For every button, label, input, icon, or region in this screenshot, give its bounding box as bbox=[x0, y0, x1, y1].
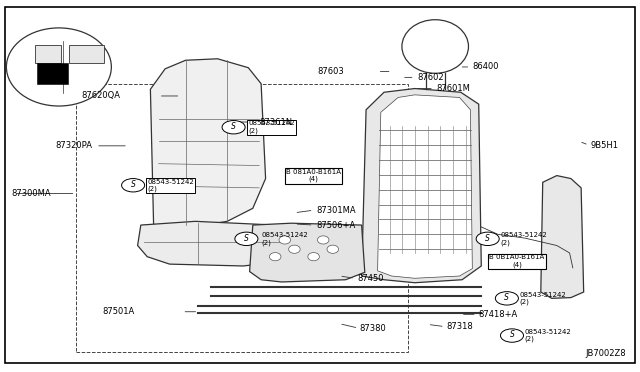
Bar bbox=[76, 84, 408, 352]
Text: 87506+A: 87506+A bbox=[317, 221, 356, 230]
Text: S: S bbox=[504, 293, 509, 302]
Ellipse shape bbox=[269, 253, 281, 261]
Polygon shape bbox=[138, 221, 291, 266]
Text: 87361N: 87361N bbox=[259, 118, 292, 126]
Circle shape bbox=[235, 232, 258, 246]
Text: 08543-51242
(2): 08543-51242 (2) bbox=[525, 329, 572, 342]
Bar bbox=[69, 45, 104, 63]
Circle shape bbox=[222, 121, 245, 134]
Polygon shape bbox=[362, 89, 481, 283]
Text: 87320PA: 87320PA bbox=[56, 141, 93, 150]
Text: B 081A0-B161A
(4): B 081A0-B161A (4) bbox=[286, 169, 341, 182]
Text: 87318: 87318 bbox=[447, 322, 474, 331]
Ellipse shape bbox=[317, 236, 329, 244]
Ellipse shape bbox=[327, 245, 339, 253]
Text: 9B5H1: 9B5H1 bbox=[590, 141, 618, 150]
Text: S: S bbox=[131, 180, 136, 189]
Bar bbox=[35, 45, 61, 63]
Text: 87301MA: 87301MA bbox=[317, 206, 356, 215]
Ellipse shape bbox=[6, 28, 111, 106]
Text: 87620QA: 87620QA bbox=[81, 92, 120, 100]
Polygon shape bbox=[378, 95, 472, 278]
Ellipse shape bbox=[289, 245, 300, 253]
Polygon shape bbox=[150, 59, 266, 227]
Text: 87602: 87602 bbox=[417, 73, 444, 82]
Bar bbox=[37, 63, 68, 84]
Polygon shape bbox=[541, 176, 584, 298]
Text: 86400: 86400 bbox=[472, 62, 499, 71]
Text: B 0B1A0-B161A
(4): B 0B1A0-B161A (4) bbox=[490, 254, 545, 268]
Text: JB7002Z8: JB7002Z8 bbox=[586, 349, 626, 358]
Ellipse shape bbox=[279, 236, 291, 244]
Text: 87603: 87603 bbox=[317, 67, 344, 76]
Text: 87501A: 87501A bbox=[102, 307, 134, 316]
Text: 87380: 87380 bbox=[360, 324, 387, 333]
Text: 87450: 87450 bbox=[357, 274, 383, 283]
Circle shape bbox=[122, 179, 145, 192]
Text: 87300MA: 87300MA bbox=[12, 189, 51, 198]
Text: 08543-51242
(2): 08543-51242 (2) bbox=[248, 121, 295, 134]
Polygon shape bbox=[250, 223, 365, 282]
Text: 08543-51242
(2): 08543-51242 (2) bbox=[147, 179, 194, 192]
Circle shape bbox=[500, 329, 524, 342]
Text: 08543-51242
(2): 08543-51242 (2) bbox=[261, 232, 308, 246]
Text: S: S bbox=[485, 234, 490, 243]
Text: 87601M: 87601M bbox=[436, 84, 470, 93]
Text: 08543-51242
(2): 08543-51242 (2) bbox=[500, 232, 547, 246]
Circle shape bbox=[476, 232, 499, 246]
Text: 87418+A: 87418+A bbox=[479, 310, 518, 319]
Circle shape bbox=[495, 292, 518, 305]
Text: S: S bbox=[244, 234, 249, 243]
Text: S: S bbox=[509, 330, 515, 339]
Ellipse shape bbox=[402, 20, 468, 73]
Text: 08543-51242
(2): 08543-51242 (2) bbox=[520, 292, 566, 305]
Text: S: S bbox=[231, 122, 236, 131]
Ellipse shape bbox=[308, 253, 319, 261]
